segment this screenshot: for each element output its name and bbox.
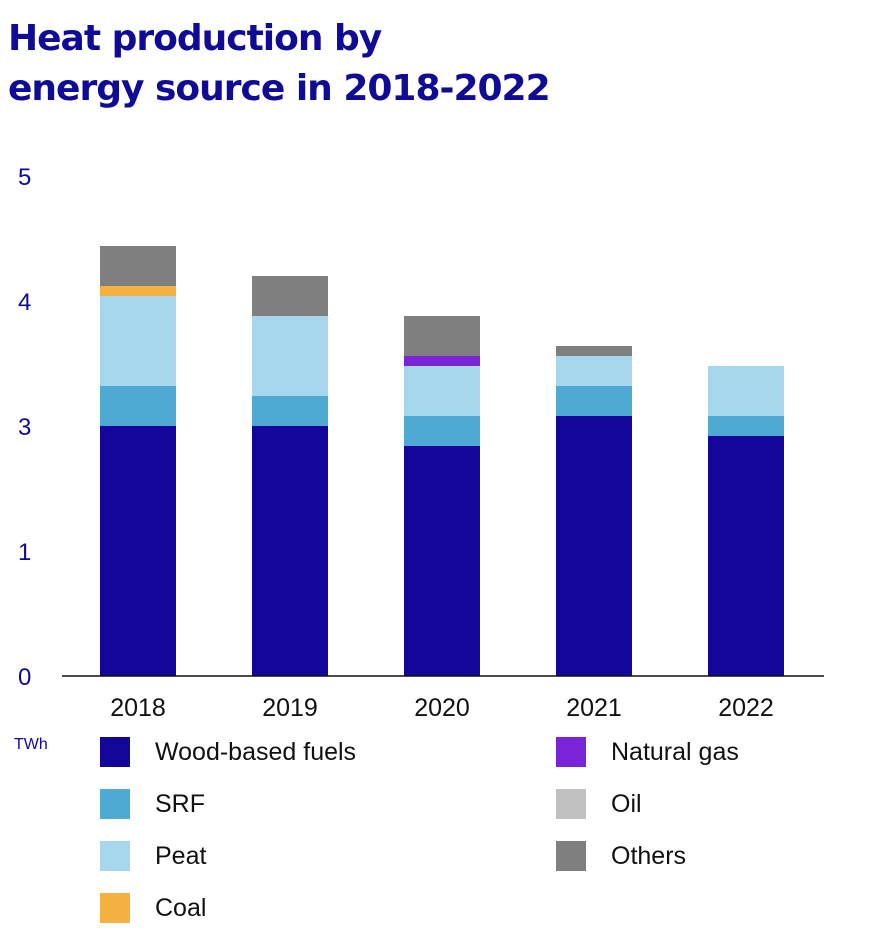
bar-segment-peat-2022 (708, 366, 784, 416)
bar-segment-srf-2022 (708, 416, 784, 436)
chart-title-line-2: energy source in 2018-2022 (8, 68, 551, 109)
bar-segment-others-2021 (556, 346, 632, 356)
bar-segment-srf-2021 (556, 386, 632, 416)
bar-segment-peat-2019 (252, 316, 328, 396)
x-tick-label: 2022 (718, 694, 774, 722)
legend-label: Oil (611, 789, 642, 818)
legend-item-wood-based-fuels: Wood-based fuels (100, 736, 356, 768)
bar-segment-natural-gas-2020 (404, 356, 480, 366)
x-tick-label: 2021 (566, 694, 622, 722)
legend-item-others: Others (556, 840, 686, 872)
y-tick-label: 3 (18, 414, 31, 441)
bar-segment-peat-2018 (100, 296, 176, 386)
legend-label: SRF (155, 789, 205, 818)
y-tick-label: 1 (18, 539, 31, 566)
legend-swatch (100, 737, 130, 767)
legend-swatch (100, 841, 130, 871)
y-tick-label: 4 (18, 289, 31, 316)
bar-segment-others-2020 (404, 316, 480, 356)
x-tick-label: 2018 (110, 694, 166, 722)
legend-swatch (556, 841, 586, 871)
legend-label: Others (611, 841, 687, 870)
legend-label: Natural gas (611, 737, 739, 766)
x-tick-label: 2020 (414, 694, 470, 722)
legend-swatch (100, 893, 130, 923)
legend-label: Coal (155, 893, 207, 922)
bar-segment-wood-based-fuels-2018 (100, 426, 176, 676)
legend-swatch (556, 789, 586, 819)
bar-segment-others-2019 (252, 276, 328, 316)
unit-label: TWh (14, 736, 48, 753)
bar-segment-peat-2020 (404, 366, 480, 416)
bar-segment-srf-2019 (252, 396, 328, 426)
legend-item-peat: Peat (100, 840, 206, 872)
bar-segment-srf-2020 (404, 416, 480, 446)
bar-segment-srf-2018 (100, 386, 176, 426)
legend-item-oil: Oil (556, 788, 642, 820)
chart-title: Heat production by energy source in 2018… (8, 14, 708, 114)
legend-item-coal: Coal (100, 892, 206, 924)
bar-segment-wood-based-fuels-2020 (404, 446, 480, 676)
legend-item-srf: SRF (100, 788, 205, 820)
bar-segment-coal-2018 (100, 286, 176, 296)
bar-segment-wood-based-fuels-2019 (252, 426, 328, 676)
y-tick-label: 5 (18, 164, 31, 191)
legend-swatch (556, 737, 586, 767)
stacked-bar-chart: 0 1 3 4 5 2018 2019 2020 2021 2022 (18, 164, 824, 722)
legend-swatch (100, 789, 130, 819)
legend-item-natural-gas: Natural gas (556, 736, 739, 768)
bar-segment-wood-based-fuels-2022 (708, 436, 784, 676)
legend-label: Peat (155, 841, 207, 870)
bar-segment-others-2018 (100, 246, 176, 286)
x-tick-label: 2019 (262, 694, 318, 722)
y-tick-label: 0 (18, 664, 31, 691)
bar-segment-peat-2021 (556, 356, 632, 386)
chart-title-line-1: Heat production by (8, 18, 382, 59)
legend-label: Wood-based fuels (155, 737, 357, 766)
bar-segment-wood-based-fuels-2021 (556, 416, 632, 676)
